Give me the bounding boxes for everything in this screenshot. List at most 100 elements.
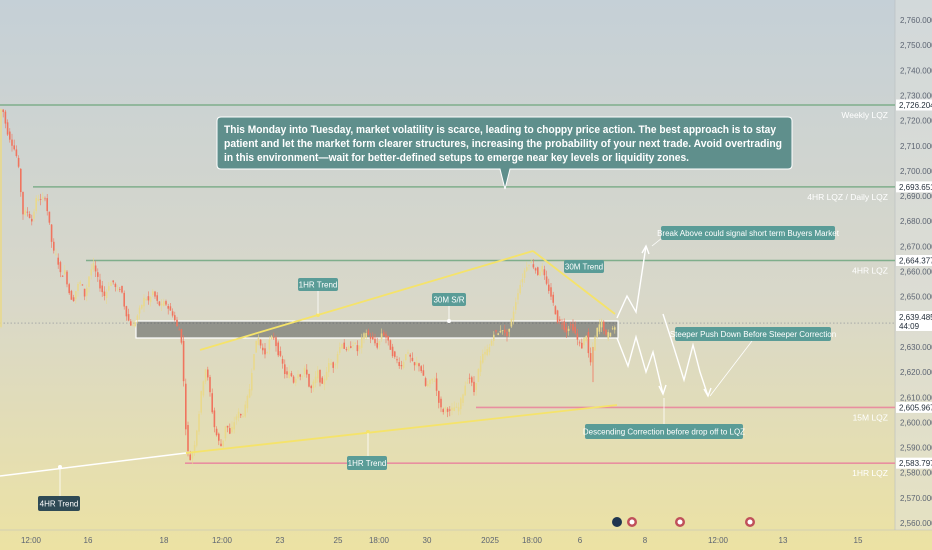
level-name-label: 4HR LQZ <box>852 265 888 275</box>
candle-body <box>486 349 488 356</box>
candle-body <box>438 391 440 403</box>
level-name-label: Weekly LQZ <box>841 110 888 120</box>
candle-body <box>246 395 249 409</box>
candle-body <box>297 374 299 379</box>
candle-body <box>504 329 506 333</box>
candle-body <box>312 381 315 388</box>
candle-body <box>372 336 374 340</box>
projection-path-break <box>616 245 647 319</box>
candle-body <box>369 336 372 339</box>
candle-body <box>506 331 508 337</box>
candle-body <box>523 270 526 278</box>
candle-body <box>160 303 163 306</box>
candle-body <box>145 299 147 301</box>
level-price-label: 2,583.797 <box>899 459 932 468</box>
candle-body <box>279 351 282 356</box>
candle-body <box>64 269 66 275</box>
candle-body <box>134 322 136 327</box>
candle-body <box>532 264 535 268</box>
candle-body <box>460 398 462 410</box>
candle-body <box>347 346 350 351</box>
candle-body <box>72 297 75 302</box>
candle-body <box>281 359 284 364</box>
time-tick-label: 18 <box>160 536 169 545</box>
time-tick-label: 8 <box>643 536 648 545</box>
candle-body <box>446 408 449 412</box>
candle-body <box>354 343 356 344</box>
projection-arrow-steep <box>703 387 712 398</box>
candle-body <box>123 292 125 307</box>
candle-body <box>295 379 297 384</box>
candle-body <box>255 340 257 353</box>
candle-body <box>198 413 200 432</box>
candle-body <box>572 323 574 331</box>
candle-body <box>464 385 466 396</box>
price-tick-label: 2,570.000 <box>900 494 932 503</box>
steeper-push-label: Steeper Push Down Before Steeper Correct… <box>670 330 836 339</box>
candle-body <box>149 296 152 303</box>
trend-1hr-lower-line <box>185 404 618 454</box>
trend-1hr-lower-anchor <box>366 430 370 434</box>
candle-body <box>517 293 519 300</box>
break-above-callout: Break Above could signal short term Buye… <box>657 226 840 240</box>
break-above-label: Break Above could signal short term Buye… <box>657 229 840 238</box>
trend-1hr-upper-anchor <box>316 313 320 317</box>
price-tick-label: 2,560.000 <box>900 519 932 528</box>
candle-body <box>420 366 422 372</box>
candle-body <box>552 294 554 303</box>
candle-body <box>449 409 451 411</box>
candle-body <box>125 306 128 317</box>
price-tick-label: 2,590.000 <box>900 444 932 453</box>
level-name-label: 15M LQZ <box>853 412 888 422</box>
projection-path-steep <box>662 313 709 397</box>
candle-body <box>268 339 271 350</box>
candle-body <box>244 404 246 417</box>
candle-body <box>321 377 323 384</box>
candle-body <box>383 332 385 336</box>
candle-body <box>332 362 334 368</box>
candle-body <box>317 370 319 379</box>
candle-body <box>105 291 108 298</box>
candle-body <box>253 354 255 370</box>
trend-4hr-line <box>0 452 187 477</box>
candle-body <box>257 338 260 345</box>
candle-body <box>233 422 235 430</box>
price-tick-label: 2,610.000 <box>900 393 932 402</box>
candle-body <box>178 329 180 331</box>
candle-body <box>475 383 477 390</box>
candle-body <box>429 379 431 385</box>
candle-body <box>130 321 132 326</box>
candle-body <box>24 210 26 215</box>
price-tick-label: 2,690.000 <box>900 192 932 201</box>
time-tick-label: 12:00 <box>708 536 729 545</box>
trend-1hr-upper-label: 1HR Trend <box>299 281 338 290</box>
sr-30m-callout: 30M S/R <box>432 293 466 306</box>
candle-body <box>308 373 310 387</box>
note-line-1: This Monday into Tuesday, market volatil… <box>224 124 777 136</box>
candle-body <box>191 452 194 459</box>
candle-body <box>75 291 77 300</box>
candle-body <box>574 326 576 334</box>
candle-body <box>409 354 411 357</box>
candle-body <box>585 335 587 341</box>
time-tick-label: 30 <box>423 536 432 545</box>
candle-body <box>336 354 339 364</box>
candle-body <box>167 306 169 309</box>
candle-body <box>543 269 546 276</box>
price-tick-label: 2,750.000 <box>900 41 932 50</box>
level-price-badge <box>896 457 932 469</box>
candle-body <box>442 409 444 413</box>
candle-body <box>215 428 218 436</box>
candle-body <box>204 369 207 382</box>
candle-body <box>433 380 436 382</box>
candle-body <box>70 290 73 300</box>
candle-body <box>235 416 238 420</box>
candle-body <box>180 329 183 343</box>
candle-body <box>607 332 609 339</box>
candle-body <box>556 310 559 323</box>
candle-body <box>299 374 301 377</box>
candle-body <box>394 351 396 357</box>
price-tick-label: 2,740.000 <box>900 66 932 75</box>
